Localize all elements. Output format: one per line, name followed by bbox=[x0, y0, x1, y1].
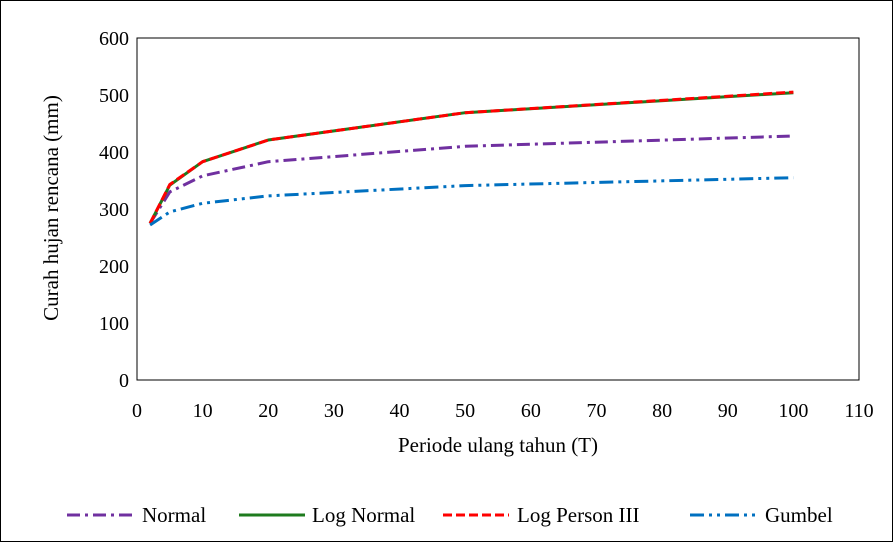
x-tick-label: 80 bbox=[652, 400, 672, 422]
y-tick-label: 0 bbox=[119, 370, 129, 392]
legend-label: Log Person III bbox=[517, 503, 639, 527]
x-tick-label: 110 bbox=[844, 400, 873, 422]
legend-label: Log Normal bbox=[312, 503, 415, 527]
y-tick-label: 500 bbox=[99, 85, 129, 107]
y-axis-title: Curah hujan rencana (mm) bbox=[39, 95, 63, 321]
x-tick-label: 70 bbox=[586, 400, 606, 422]
x-tick-label: 100 bbox=[778, 400, 808, 422]
plot-area-border bbox=[136, 37, 860, 381]
series-line-log-person-iii bbox=[148, 90, 794, 224]
x-tick-label: 90 bbox=[718, 400, 738, 422]
legend: Normal Log Normal Log Person III Gumbel bbox=[67, 503, 833, 527]
x-tick-label: 20 bbox=[258, 400, 278, 422]
y-tick-label: 200 bbox=[99, 256, 129, 278]
plot-area bbox=[136, 37, 860, 381]
x-axis-title: Periode ulang tahun (T) bbox=[398, 433, 598, 457]
y-tick-label: 100 bbox=[99, 313, 129, 335]
series-line-normal bbox=[148, 134, 794, 225]
y-tick-label: 400 bbox=[99, 142, 129, 164]
tick-label-layer: 0 100 200 300 400 500 600 0 10 20 30 40 50 60 70 80 90 10… bbox=[99, 28, 874, 422]
x-tick-label: 60 bbox=[521, 400, 541, 422]
series-layer bbox=[148, 90, 794, 227]
x-tick-label: 0 bbox=[132, 400, 142, 422]
legend-label: Normal bbox=[142, 503, 206, 527]
x-tick-label: 30 bbox=[324, 400, 344, 422]
legend-label: Gumbel bbox=[765, 503, 833, 527]
y-tick-label: 300 bbox=[99, 199, 129, 221]
x-tick-label: 50 bbox=[455, 400, 475, 422]
x-tick-label: 10 bbox=[193, 400, 213, 422]
y-tick-label: 600 bbox=[99, 28, 129, 50]
x-tick-label: 40 bbox=[390, 400, 410, 422]
series-line-gumbel bbox=[149, 176, 794, 227]
